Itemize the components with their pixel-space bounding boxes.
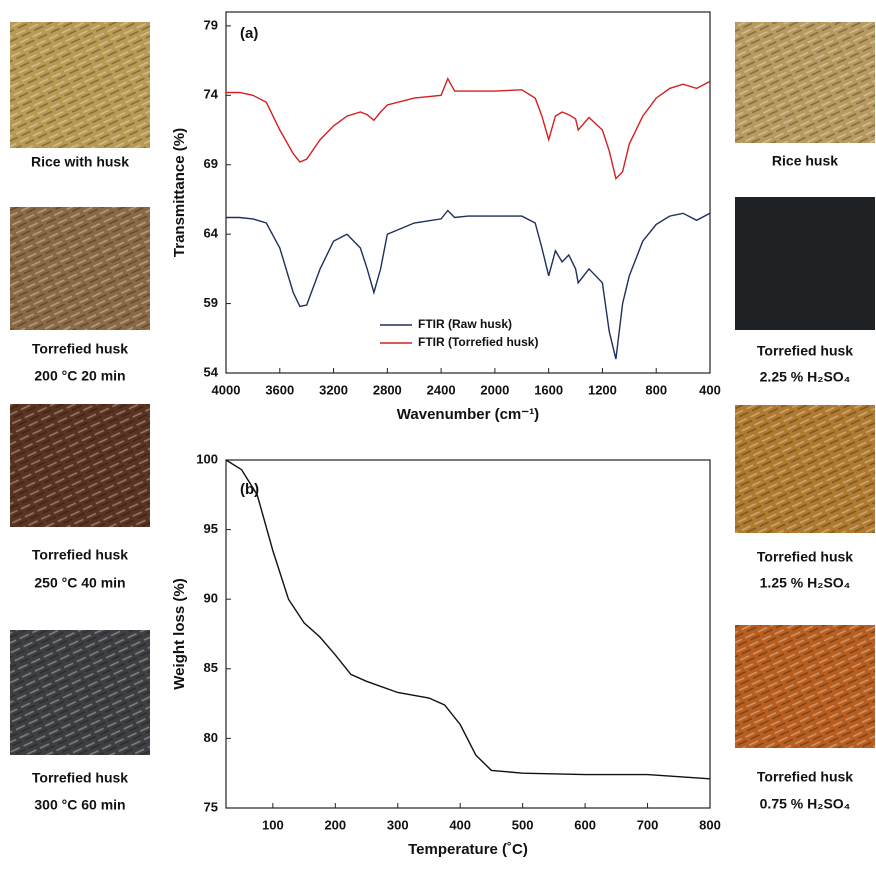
x-tick-label: 2800	[373, 382, 402, 397]
x-tick-label: 3200	[319, 382, 348, 397]
data-line	[226, 460, 710, 779]
caption: Rice husk	[772, 153, 838, 169]
plot-frame	[226, 460, 710, 808]
y-tick-label: 95	[204, 521, 218, 536]
y-tick-label: 59	[204, 295, 218, 310]
caption: 2.25 % H₂SO₄	[760, 369, 851, 385]
left-photos	[10, 22, 150, 755]
x-tick-label: 600	[574, 817, 596, 832]
x-tick-label: 100	[262, 817, 284, 832]
caption: Torrefied husk	[757, 549, 853, 565]
x-tick-label: 1600	[534, 382, 563, 397]
x-tick-label: 400	[449, 817, 471, 832]
caption: Torrefied husk	[32, 770, 128, 786]
x-tick-label: 700	[637, 817, 659, 832]
y-tick-label: 80	[204, 730, 218, 745]
figure: Rice with husk Torrefied husk 200 °C 20 mi…	[0, 0, 876, 864]
caption: Torrefied husk	[32, 547, 128, 563]
x-tick-label: 3600	[265, 382, 294, 397]
y-tick-label: 74	[204, 87, 219, 102]
y-tick-label: 54	[204, 364, 219, 379]
legend-label: FTIR (Torrefied husk)	[418, 335, 538, 349]
x-tick-label: 800	[699, 817, 721, 832]
caption: 250 °C 40 min	[34, 575, 125, 591]
x-tick-label: 4000	[212, 382, 241, 397]
right-photos	[735, 22, 875, 748]
caption: Torrefied husk	[32, 341, 128, 357]
y-axis-label: Transmittance (%)	[171, 128, 188, 257]
caption: 0.75 % H₂SO₄	[760, 796, 851, 812]
y-tick-label: 69	[204, 156, 218, 171]
data-line	[226, 79, 710, 179]
x-tick-label: 2400	[427, 382, 456, 397]
y-tick-label: 90	[204, 591, 218, 606]
photo-texture	[735, 22, 875, 143]
x-tick-label: 200	[324, 817, 346, 832]
y-tick-label: 75	[204, 799, 218, 814]
y-tick-label: 64	[204, 226, 219, 241]
photo-texture	[10, 22, 150, 148]
photo-texture	[735, 405, 875, 533]
caption: Torrefied husk	[757, 343, 853, 359]
x-axis-label: Wavenumber (cm⁻¹)	[397, 406, 539, 423]
y-tick-label: 79	[204, 17, 218, 32]
photo-texture	[10, 630, 150, 755]
x-tick-label: 2000	[480, 382, 509, 397]
y-axis-label: Weight loss (%)	[171, 578, 188, 689]
x-tick-label: 500	[512, 817, 534, 832]
caption: 300 °C 60 min	[34, 797, 125, 813]
y-tick-label: 85	[204, 660, 218, 675]
x-tick-label: 400	[699, 382, 721, 397]
caption: 1.25 % H₂SO₄	[760, 575, 851, 591]
caption: Torrefied husk	[757, 769, 853, 785]
photo-texture	[735, 625, 875, 748]
annotation: (a)	[240, 25, 258, 42]
x-tick-label: 800	[645, 382, 667, 397]
x-axis-label: Temperature (˚C)	[408, 841, 528, 858]
x-tick-label: 300	[387, 817, 409, 832]
caption: Rice with husk	[31, 154, 129, 170]
photo-texture	[10, 207, 150, 330]
legend-label: FTIR (Raw husk)	[418, 317, 512, 331]
photo	[735, 197, 875, 330]
y-tick-label: 100	[196, 451, 218, 466]
caption: 200 °C 20 min	[34, 368, 125, 384]
photo-texture	[10, 404, 150, 527]
x-tick-label: 1200	[588, 382, 617, 397]
